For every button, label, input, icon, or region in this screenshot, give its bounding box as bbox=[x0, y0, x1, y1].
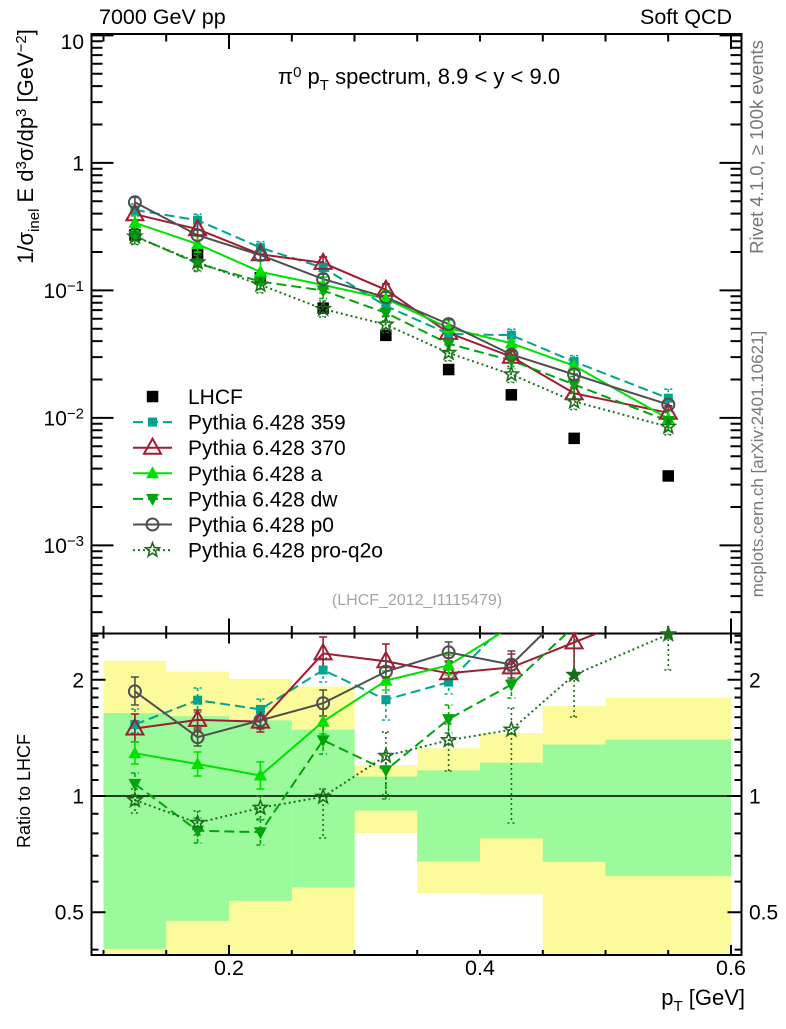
svg-text:mcplots.cern.ch [arXiv:2401.10: mcplots.cern.ch [arXiv:2401.10621] bbox=[748, 331, 767, 597]
svg-text:LHCF: LHCF bbox=[188, 386, 243, 409]
svg-text:0.6: 0.6 bbox=[716, 956, 746, 980]
svg-text:Soft QCD: Soft QCD bbox=[640, 5, 732, 29]
svg-text:2: 2 bbox=[72, 669, 84, 692]
svg-text:0.5: 0.5 bbox=[55, 902, 84, 925]
svg-text:Pythia 6.428 dw: Pythia 6.428 dw bbox=[188, 488, 338, 511]
svg-text:1: 1 bbox=[749, 786, 761, 809]
svg-text:10: 10 bbox=[61, 31, 84, 54]
svg-text:2: 2 bbox=[749, 669, 761, 692]
svg-text:1: 1 bbox=[72, 152, 84, 175]
svg-text:Pythia 6.428 370: Pythia 6.428 370 bbox=[188, 437, 346, 460]
svg-text:7000 GeV pp: 7000 GeV pp bbox=[99, 5, 226, 29]
svg-text:Rivet 4.1.0, ≥ 100k events: Rivet 4.1.0, ≥ 100k events bbox=[746, 40, 767, 254]
svg-text:Pythia 6.428 a: Pythia 6.428 a bbox=[188, 463, 323, 486]
svg-text:Ratio to LHCF: Ratio to LHCF bbox=[14, 734, 34, 848]
svg-text:1: 1 bbox=[72, 786, 84, 809]
svg-text:0.5: 0.5 bbox=[749, 902, 778, 925]
svg-text:0.4: 0.4 bbox=[465, 956, 495, 980]
svg-text:0.2: 0.2 bbox=[214, 956, 244, 980]
svg-text:Pythia 6.428 p0: Pythia 6.428 p0 bbox=[188, 514, 334, 537]
svg-text:(LHCF_2012_I1115479): (LHCF_2012_I1115479) bbox=[332, 592, 502, 609]
svg-text:Pythia 6.428 359: Pythia 6.428 359 bbox=[188, 412, 346, 435]
svg-text:Pythia 6.428 pro-q2o: Pythia 6.428 pro-q2o bbox=[188, 540, 383, 563]
